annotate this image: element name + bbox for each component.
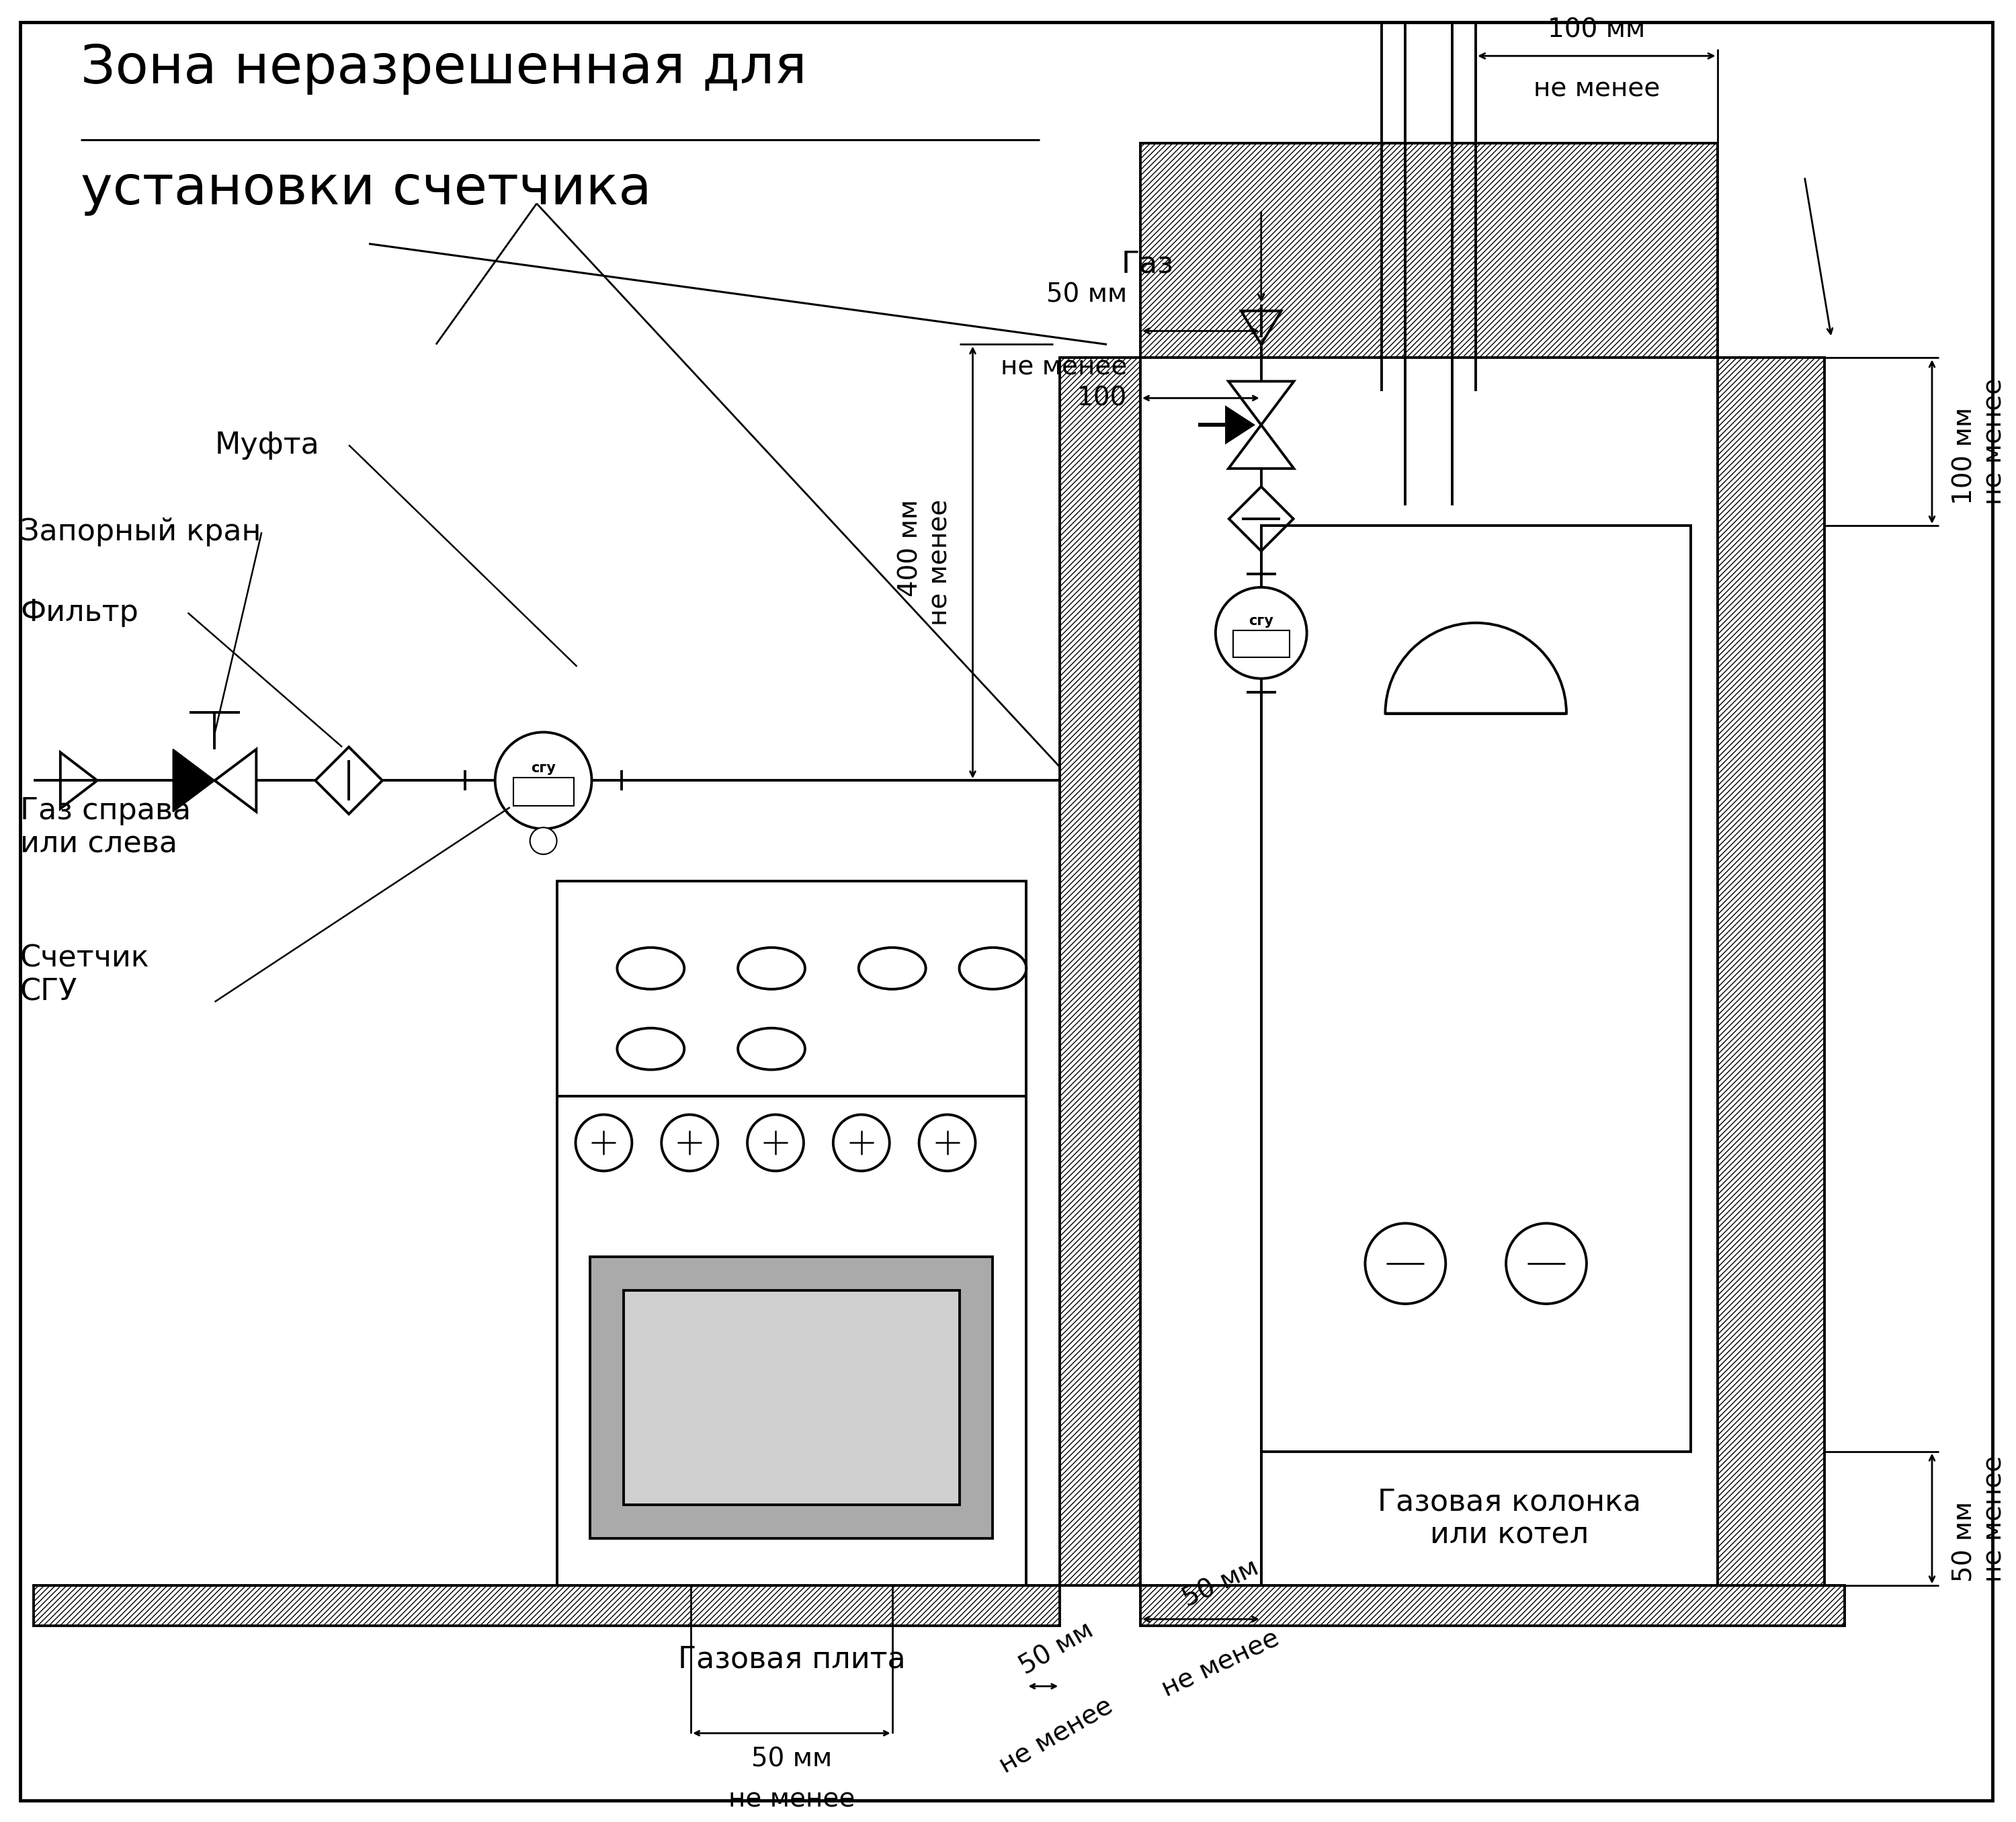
Text: Газовая плита: Газовая плита	[677, 1645, 905, 1674]
Circle shape	[530, 827, 556, 855]
Text: 50 мм: 50 мм	[1046, 282, 1127, 308]
Text: Газ справа
или слева: Газ справа или слева	[20, 796, 192, 858]
Polygon shape	[173, 749, 214, 813]
Text: Зона неразрешенная для: Зона неразрешенная для	[81, 42, 806, 95]
Text: 100 мм
не менее: 100 мм не менее	[1951, 379, 2008, 505]
Bar	[34, 1585, 1060, 1625]
Text: не менее: не менее	[1157, 1625, 1284, 1702]
Text: установки счетчика: установки счетчика	[81, 164, 651, 215]
Text: сгу: сгу	[1248, 614, 1274, 627]
Bar	[556, 882, 1026, 1585]
Text: 400 мм
не менее: 400 мм не менее	[897, 499, 954, 625]
Text: Фильтр: Фильтр	[20, 598, 139, 627]
Text: не менее: не менее	[728, 1787, 855, 1813]
Text: 50 мм: 50 мм	[1179, 1556, 1262, 1612]
Polygon shape	[1226, 404, 1256, 445]
Bar	[1060, 357, 1141, 1585]
Text: не менее: не менее	[1000, 355, 1127, 381]
Bar	[591, 1257, 992, 1538]
Text: Муфта: Муфта	[214, 430, 319, 459]
Bar	[1141, 144, 1718, 357]
Bar	[623, 1290, 960, 1505]
Text: Счетчик
СГУ: Счетчик СГУ	[20, 944, 149, 1006]
Text: не менее: не менее	[996, 1693, 1117, 1778]
Text: 100: 100	[1077, 384, 1127, 410]
Circle shape	[496, 732, 591, 829]
Bar	[1718, 357, 1824, 1585]
Text: не менее: не менее	[1534, 77, 1659, 102]
Text: 50 мм: 50 мм	[752, 1747, 833, 1773]
Circle shape	[1216, 587, 1306, 678]
Bar	[514, 778, 575, 805]
Text: Газовая колонка
или котел: Газовая колонка или котел	[1377, 1487, 1641, 1551]
Text: Запорный кран: Запорный кран	[20, 517, 260, 547]
Bar	[1262, 525, 1691, 1452]
Text: сгу: сгу	[530, 762, 556, 774]
Text: Газ: Газ	[1121, 250, 1173, 279]
Text: 100 мм: 100 мм	[1548, 16, 1645, 42]
Bar	[1234, 630, 1290, 658]
Bar	[1141, 1585, 1845, 1625]
Text: 50 мм: 50 мм	[1016, 1616, 1099, 1680]
Text: 50 мм
не менее: 50 мм не менее	[1951, 1456, 2008, 1581]
